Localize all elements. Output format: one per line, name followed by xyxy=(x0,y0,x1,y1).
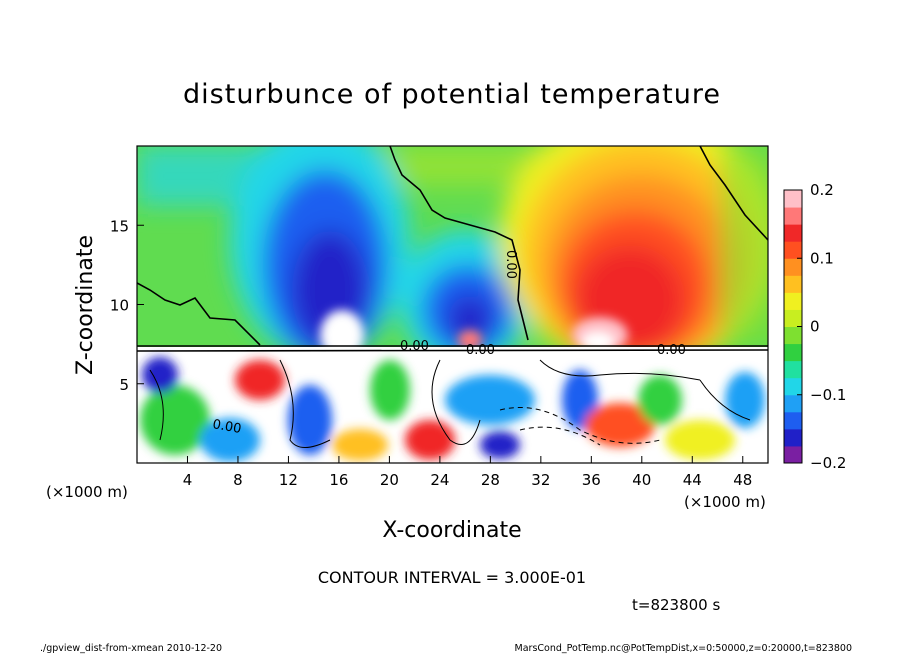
colorbar-swatch xyxy=(784,411,802,430)
colorbar-tick-label: 0.2 xyxy=(810,181,834,199)
colorbar-swatch xyxy=(784,275,802,293)
x-tick-label: 12 xyxy=(279,471,298,489)
colorbar-tick-label: 0 xyxy=(810,318,820,336)
colorbar-swatch xyxy=(784,394,802,413)
x-tick-label: 8 xyxy=(233,471,243,489)
colorbar-swatch xyxy=(784,428,802,447)
contour-label: 0.00 xyxy=(211,417,242,437)
footer-right: MarsCond_PotTemp.nc@PotTempDist,x=0:5000… xyxy=(515,643,852,654)
time-label: t=823800 s xyxy=(632,596,720,614)
x-tick-label: 28 xyxy=(481,471,500,489)
x-tick-label: 44 xyxy=(683,471,702,489)
colorbar-swatch xyxy=(784,207,802,225)
footer-left: ./gpview_dist-from-xmean 2010-12-20 xyxy=(40,643,222,654)
y-tick-label: 5 xyxy=(119,376,129,394)
contour-lines-lower xyxy=(149,359,751,448)
colorbar-swatch xyxy=(784,445,802,464)
colorbar-tick-label: −0.1 xyxy=(810,386,846,404)
x-unit-left: (×1000 m) xyxy=(46,483,128,501)
x-axis-label: X-coordinate xyxy=(382,518,521,543)
colorbar-tick-label: 0.1 xyxy=(810,249,834,267)
contour-label: 0.00 xyxy=(503,250,518,279)
colorbar-swatch xyxy=(784,190,802,208)
colorbar-swatch xyxy=(784,360,802,379)
colorbar-swatch xyxy=(784,292,802,310)
colorbar-swatch xyxy=(784,258,802,276)
x-tick-label: 32 xyxy=(531,471,550,489)
colorbar-swatch xyxy=(784,326,802,345)
contour-interval: CONTOUR INTERVAL = 3.000E-01 xyxy=(318,568,586,587)
x-tick-label: 48 xyxy=(733,471,752,489)
contour-label: 0.00 xyxy=(400,339,429,354)
x-unit-right: (×1000 m) xyxy=(684,493,766,511)
colorbar-tick-label: −0.2 xyxy=(810,454,846,472)
x-axis: 4 8 12 16 20 24 28 32 36 40 44 48 xyxy=(183,456,752,489)
x-tick-label: 40 xyxy=(632,471,651,489)
y-axis-label: Z-coordinate xyxy=(73,235,98,375)
x-tick-label: 24 xyxy=(430,471,449,489)
x-tick-label: 36 xyxy=(582,471,601,489)
colorbar-swatch xyxy=(784,241,802,259)
y-axis: 5 10 15 xyxy=(110,217,144,394)
colorbar: 0.2 0.1 0 −0.1 −0.2 xyxy=(783,181,846,472)
x-tick-label: 16 xyxy=(329,471,348,489)
colorbar-swatch xyxy=(784,343,802,362)
colorbar-swatch xyxy=(784,377,802,396)
contour-lines xyxy=(137,146,768,352)
colorbar-swatch xyxy=(784,224,802,242)
chart-title: disturbunce of potential temperature xyxy=(183,79,721,110)
x-tick-label: 4 xyxy=(183,471,193,489)
x-tick-label: 20 xyxy=(380,471,399,489)
y-tick-label: 10 xyxy=(110,297,129,315)
contour-label-group: 0.00 0.00 0.00 0.00 0.00 xyxy=(211,250,686,437)
heatmap-field xyxy=(137,146,768,463)
contour-label: 0.00 xyxy=(657,343,686,358)
colorbar-swatch xyxy=(784,309,802,327)
contour-label: 0.00 xyxy=(466,343,495,358)
y-tick-label: 15 xyxy=(110,217,129,235)
